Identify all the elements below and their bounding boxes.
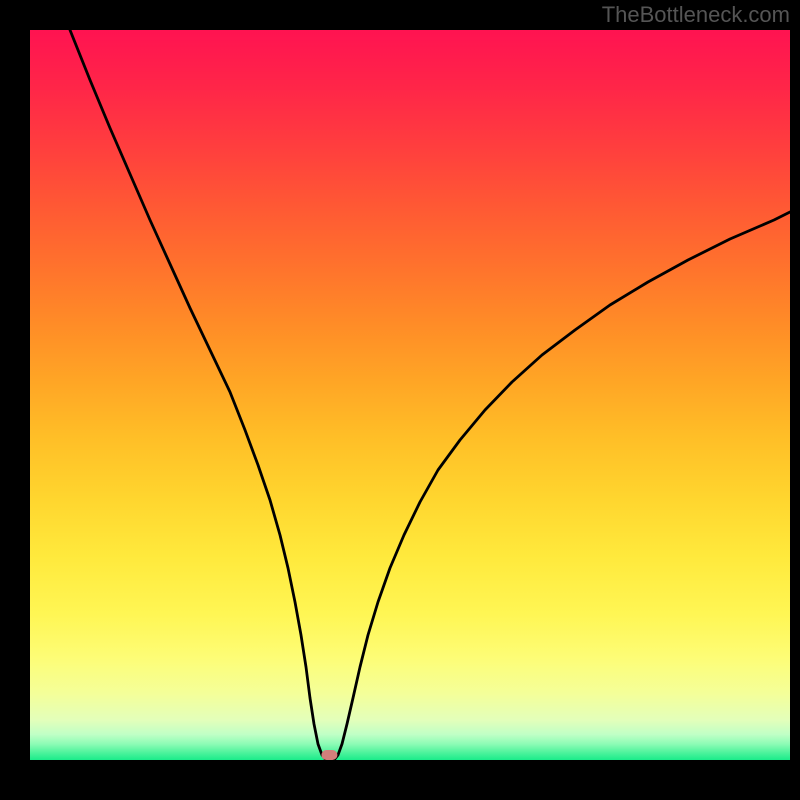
watermark-text: TheBottleneck.com (602, 2, 790, 28)
bottleneck-curve (70, 30, 790, 760)
optimum-marker (321, 750, 337, 760)
chart-svg (0, 0, 800, 800)
